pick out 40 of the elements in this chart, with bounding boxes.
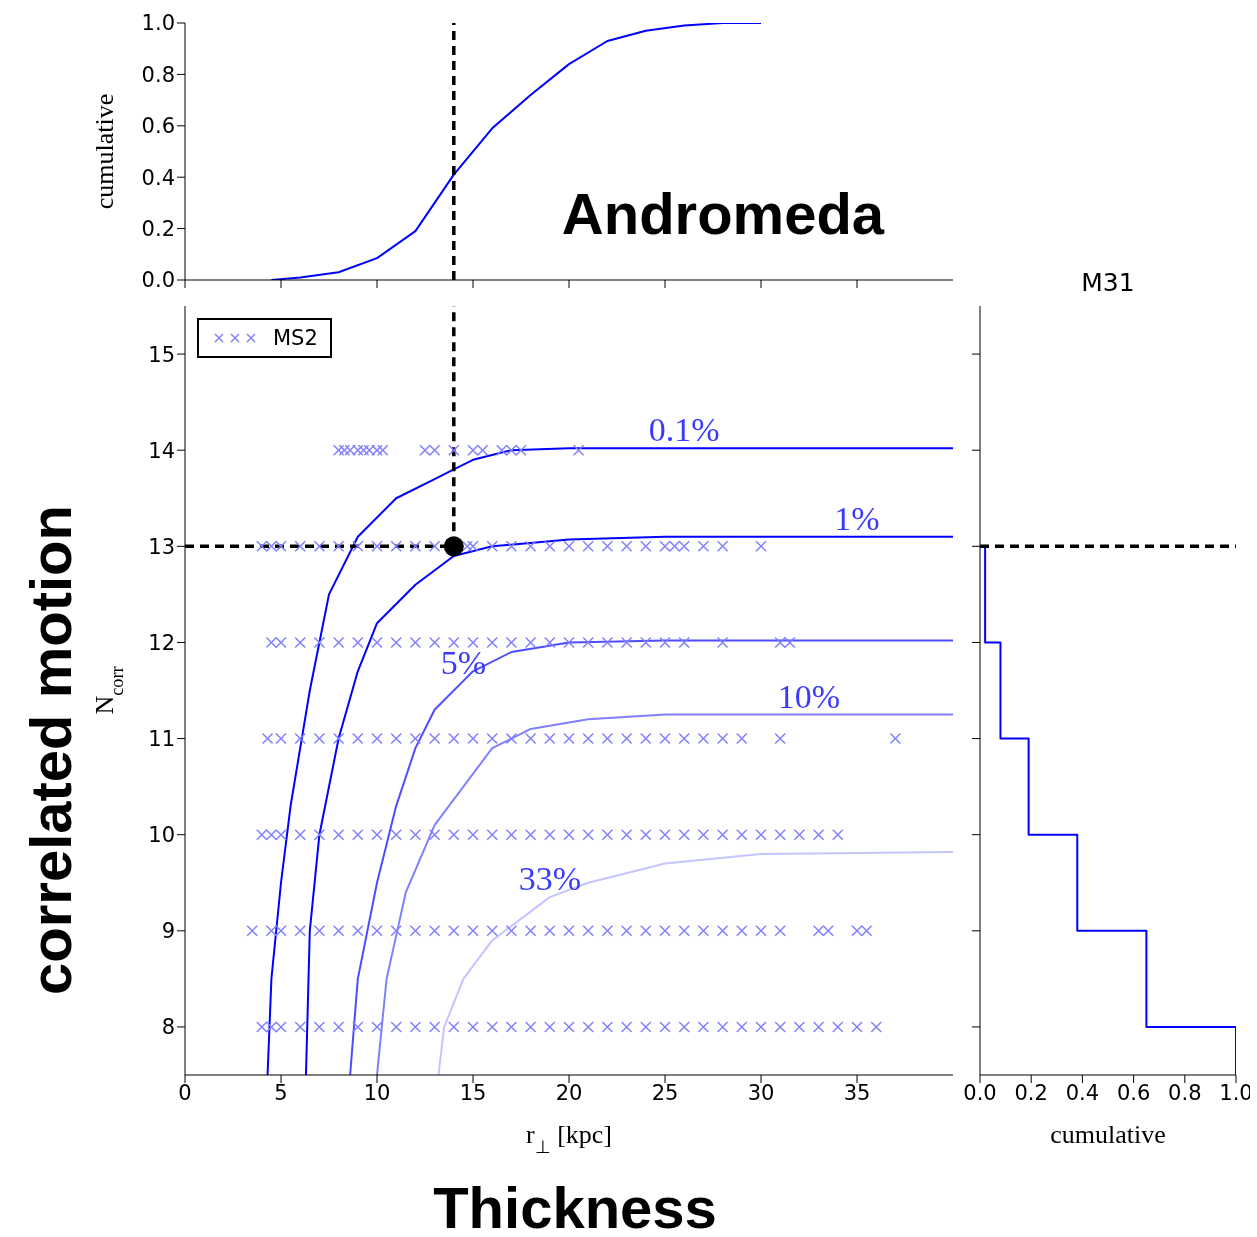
annotation: Andromeda (561, 179, 885, 247)
x-tick-label: 5 (274, 1080, 288, 1105)
annotation: 0.1% (647, 411, 721, 449)
x-tick-label: 0.8 (1168, 1080, 1202, 1105)
y-tick-label: 0.4 (141, 165, 175, 190)
x-tick-label: 10 (363, 1080, 391, 1105)
y-tick-label: 1.0 (141, 11, 175, 36)
x-tick-label: 0.0 (963, 1080, 997, 1105)
y-axis-title: cumulative (90, 93, 119, 210)
x-tick-label: 0.4 (1065, 1080, 1100, 1105)
annotation: 1% (833, 499, 881, 537)
y-tick-label: 10 (148, 823, 175, 848)
annotation: 5% (439, 643, 488, 681)
y-tick-label: 8 (161, 1015, 175, 1040)
annotation: 10% (776, 677, 842, 715)
x-tick-label: 0 (178, 1080, 192, 1105)
x-tick-label: 0.6 (1116, 1080, 1151, 1105)
y-tick-label: 0.2 (141, 217, 175, 242)
y-tick-label: 0.0 (141, 268, 175, 293)
y-tick-label: 12 (148, 630, 175, 655)
x-tick-label: 0.2 (1014, 1080, 1048, 1105)
x-tick-label: 15 (459, 1080, 487, 1105)
text: correlated motion (16, 505, 84, 995)
x-axis-title: r$_{⊥}$ [kpc] (525, 1120, 613, 1157)
x-tick-label: 25 (651, 1080, 679, 1105)
x-axis-title: cumulative (1050, 1120, 1166, 1149)
y-tick-label: 0.8 (141, 62, 175, 87)
y-tick-label: 0.6 (141, 114, 175, 139)
legend-label: MS2 (273, 326, 318, 350)
chart-title: M31 (1080, 268, 1136, 297)
x-tick-label: 20 (555, 1080, 583, 1105)
x-tick-label: 30 (747, 1080, 775, 1105)
x-tick-label: 35 (843, 1080, 871, 1105)
text: Thickness (433, 1173, 717, 1237)
y-tick-label: 13 (148, 534, 175, 559)
y-tick-label: 15 (148, 342, 175, 367)
y-tick-label: 14 (148, 438, 175, 463)
annotation: 33% (517, 860, 582, 898)
y-tick-label: 9 (161, 919, 175, 944)
y-tick-label: 11 (148, 727, 175, 752)
